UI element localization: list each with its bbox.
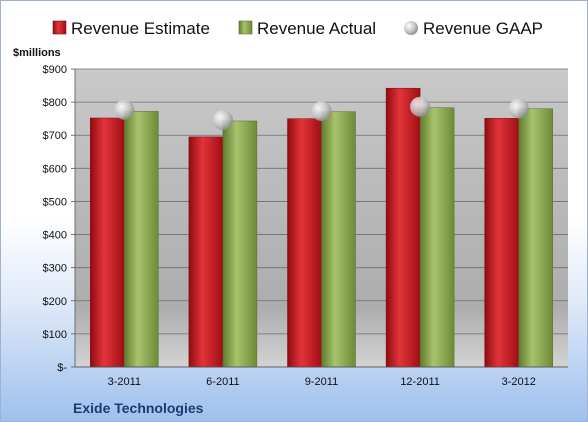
company-name: Exide Technologies <box>73 400 204 416</box>
legend-item-gaap: Revenue GAAP <box>404 19 543 38</box>
y-axis-ticks: $- $100 $200 $300 $400 $500 $600 $700 $800 $900 <box>43 64 76 374</box>
legend-label-actual: Revenue Actual <box>257 19 376 38</box>
chart-legend: Revenue Estimate Revenue Actual Revenue … <box>52 19 543 38</box>
y-tick-label: $300 <box>43 263 67 275</box>
bar-revenue-estimate <box>188 136 224 368</box>
legend-swatch-estimate <box>52 20 67 35</box>
y-tick-label: $500 <box>43 196 67 208</box>
gaap-markers <box>114 96 529 130</box>
legend-swatch-actual <box>238 20 253 35</box>
y-tick-label: $800 <box>43 97 67 109</box>
x-tick-label: 3-2012 <box>502 376 536 388</box>
legend-label-gaap: Revenue GAAP <box>423 19 543 38</box>
legend-item-estimate: Revenue Estimate <box>52 19 210 38</box>
y-tick-label: $600 <box>43 163 67 175</box>
bar-series <box>90 87 553 368</box>
x-tick-label: 3-2011 <box>108 376 141 388</box>
y-tick-label: $200 <box>43 296 67 308</box>
bar-revenue-estimate <box>484 118 519 368</box>
bar-revenue-actual <box>419 107 455 368</box>
bar-revenue-actual <box>222 120 258 368</box>
legend-item-actual: Revenue Actual <box>238 19 376 38</box>
x-axis-ticks: 3-2011 6-2011 9-2011 12-2011 3-2012 <box>75 366 568 388</box>
marker-revenue-gaap <box>212 109 233 130</box>
bar-revenue-estimate <box>287 118 322 368</box>
bar-revenue-actual <box>518 108 553 368</box>
marker-revenue-gaap <box>311 101 332 122</box>
legend-label-estimate: Revenue Estimate <box>71 19 210 38</box>
bar-revenue-estimate <box>90 117 125 368</box>
y-tick-label: $700 <box>43 130 67 142</box>
marker-revenue-gaap <box>508 98 529 119</box>
y-tick-label: $900 <box>43 64 67 76</box>
legend-swatch-gaap <box>404 21 418 35</box>
bar-revenue-actual <box>124 111 159 368</box>
y-axis-unit-label: $millions <box>13 47 61 59</box>
bar-revenue-actual <box>321 111 356 368</box>
y-tick-label: $400 <box>43 230 67 242</box>
marker-revenue-gaap <box>410 96 431 117</box>
y-tick-label: $- <box>57 362 67 374</box>
y-tick-label: $100 <box>43 329 67 341</box>
x-tick-label: 12-2011 <box>400 376 440 388</box>
x-tick-label: 6-2011 <box>206 376 239 388</box>
bar-revenue-estimate <box>385 87 421 368</box>
x-tick-label: 9-2011 <box>305 376 338 388</box>
marker-revenue-gaap <box>114 99 135 120</box>
